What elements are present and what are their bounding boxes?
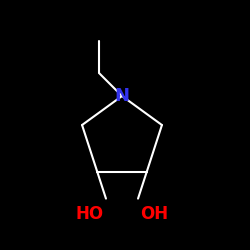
Text: HO: HO [76, 204, 104, 222]
Text: OH: OH [140, 204, 168, 222]
Text: N: N [114, 87, 130, 105]
